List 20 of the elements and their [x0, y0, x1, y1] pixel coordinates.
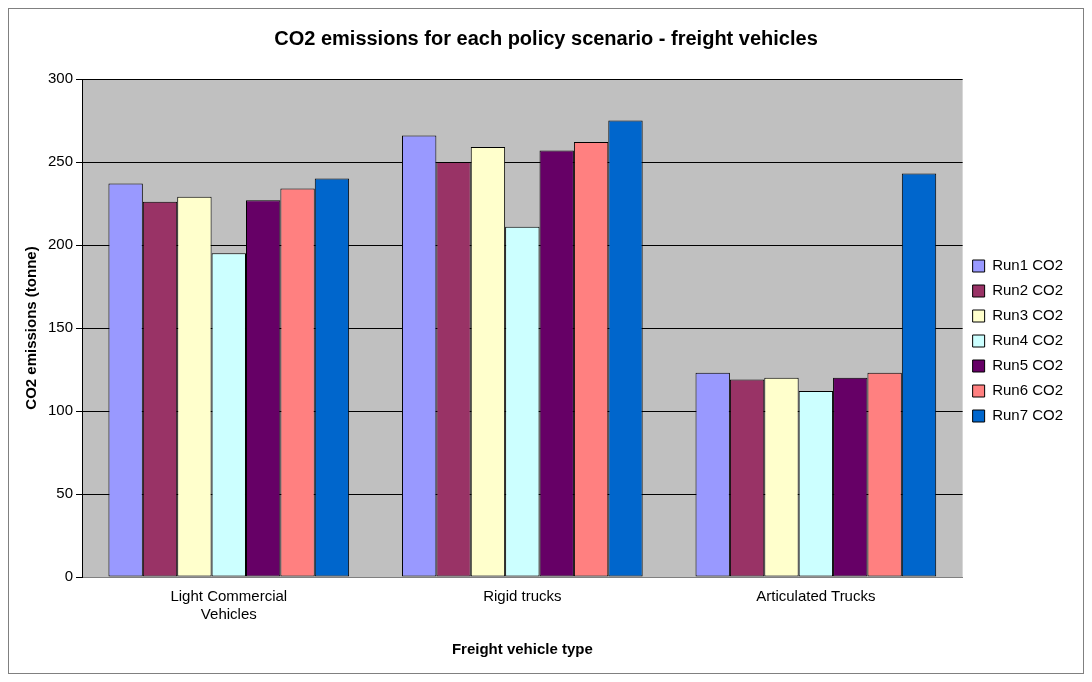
y-tick-label: 50: [56, 484, 74, 502]
y-tick-label: 200: [48, 235, 74, 253]
chart-title: CO2 emissions for each policy scenario - freight vehicles: [274, 26, 818, 49]
x-axis-title: Freight vehicle type: [451, 640, 593, 658]
x-tick-label: Light Commercial Vehicles: [170, 587, 288, 623]
x-tick-label: Rigid trucks: [483, 587, 562, 605]
y-tick-label: 150: [48, 318, 74, 336]
y-tick-label: 250: [48, 152, 74, 170]
y-tick-label: 0: [64, 567, 74, 585]
y-axis-title: CO2 emissions (tonne): [22, 246, 40, 410]
legend-label: Run3 CO2: [992, 306, 1064, 324]
x-tick-label: Articulated Trucks: [756, 587, 876, 605]
y-tick-label: 100: [48, 401, 74, 419]
legend-label: Run4 CO2: [992, 331, 1064, 349]
legend-label: Run5 CO2: [992, 356, 1064, 374]
legend-label: Run7 CO2: [992, 406, 1064, 424]
y-tick-label: 300: [48, 69, 74, 87]
legend-label: Run6 CO2: [992, 381, 1064, 399]
legend-label: Run2 CO2: [992, 281, 1064, 299]
legend-label: Run1 CO2: [992, 256, 1064, 274]
